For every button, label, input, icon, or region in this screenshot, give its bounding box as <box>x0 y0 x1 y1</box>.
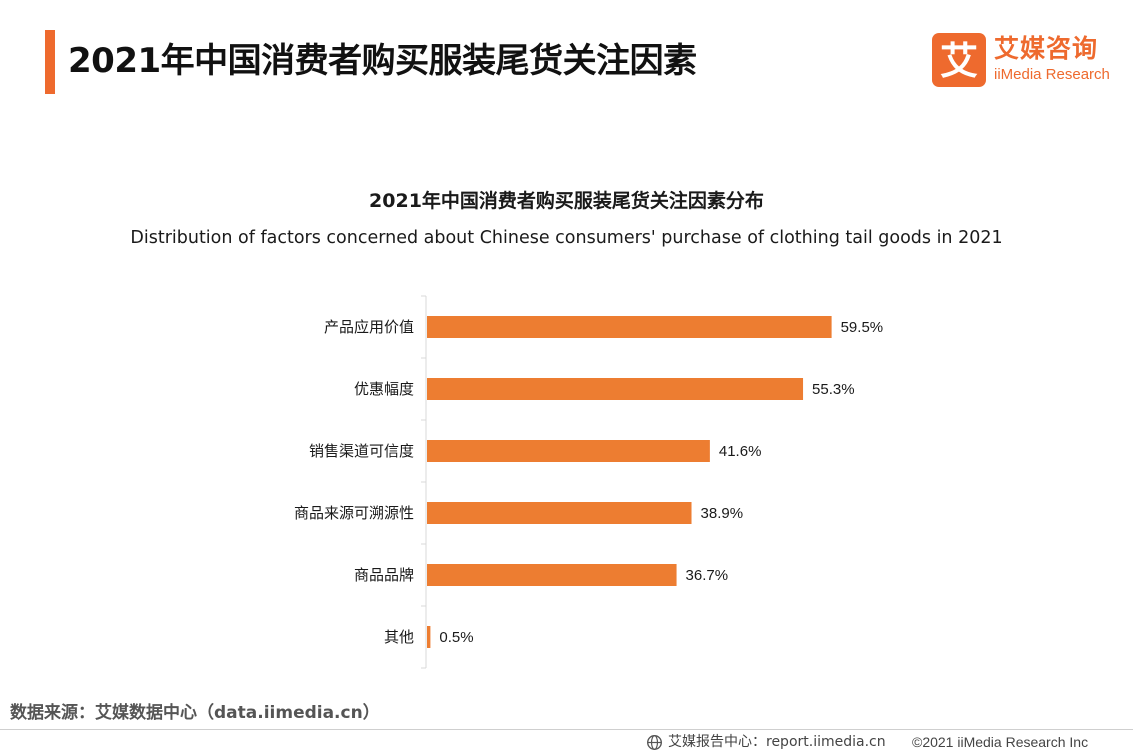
chart-title: 2021年中国消费者购买服装尾货关注因素分布 <box>369 190 764 212</box>
bar <box>427 626 431 648</box>
category-label: 商品来源可溯源性 <box>294 504 414 522</box>
value-label: 38.9% <box>701 505 744 522</box>
bar <box>427 564 677 586</box>
brand-logo: 艾 艾媒咨询 iiMedia Research <box>932 33 1114 87</box>
copyright: ©2021 iiMedia Research Inc <box>912 734 1089 750</box>
category-label: 优惠幅度 <box>354 380 414 398</box>
value-label: 41.6% <box>719 443 762 460</box>
logo-name-en: iiMedia Research <box>994 66 1110 83</box>
category-label: 商品品牌 <box>354 566 414 584</box>
category-label: 销售渠道可信度 <box>309 442 414 460</box>
logo-mark-icon: 艾 <box>932 33 986 87</box>
report-center-text: 艾媒报告中心：report.iimedia.cn <box>668 734 886 750</box>
value-label: 59.5% <box>841 319 884 336</box>
bar <box>427 440 710 462</box>
bar <box>427 378 804 400</box>
value-label: 36.7% <box>686 567 729 584</box>
footer-report-center: 艾媒报告中心：report.iimedia.cn <box>646 731 886 753</box>
globe-icon <box>647 734 662 750</box>
bar <box>427 316 832 338</box>
category-label: 产品应用价值 <box>324 318 414 336</box>
value-label: 55.3% <box>812 381 855 398</box>
logo-name-cn: 艾媒咨询 <box>994 34 1099 63</box>
data-source: 数据来源：艾媒数据中心（data.iimedia.cn） <box>10 703 380 723</box>
bar <box>427 502 692 524</box>
category-label: 其他 <box>384 628 414 646</box>
title-accent-bar <box>45 30 55 94</box>
value-label: 0.5% <box>439 629 473 646</box>
footer-divider <box>0 729 1133 730</box>
logo-mark-char: 艾 <box>940 39 978 83</box>
page-title: 2021年中国消费者购买服装尾货关注因素 <box>68 41 697 81</box>
chart-subtitle: Distribution of factors concerned about … <box>130 228 1003 248</box>
